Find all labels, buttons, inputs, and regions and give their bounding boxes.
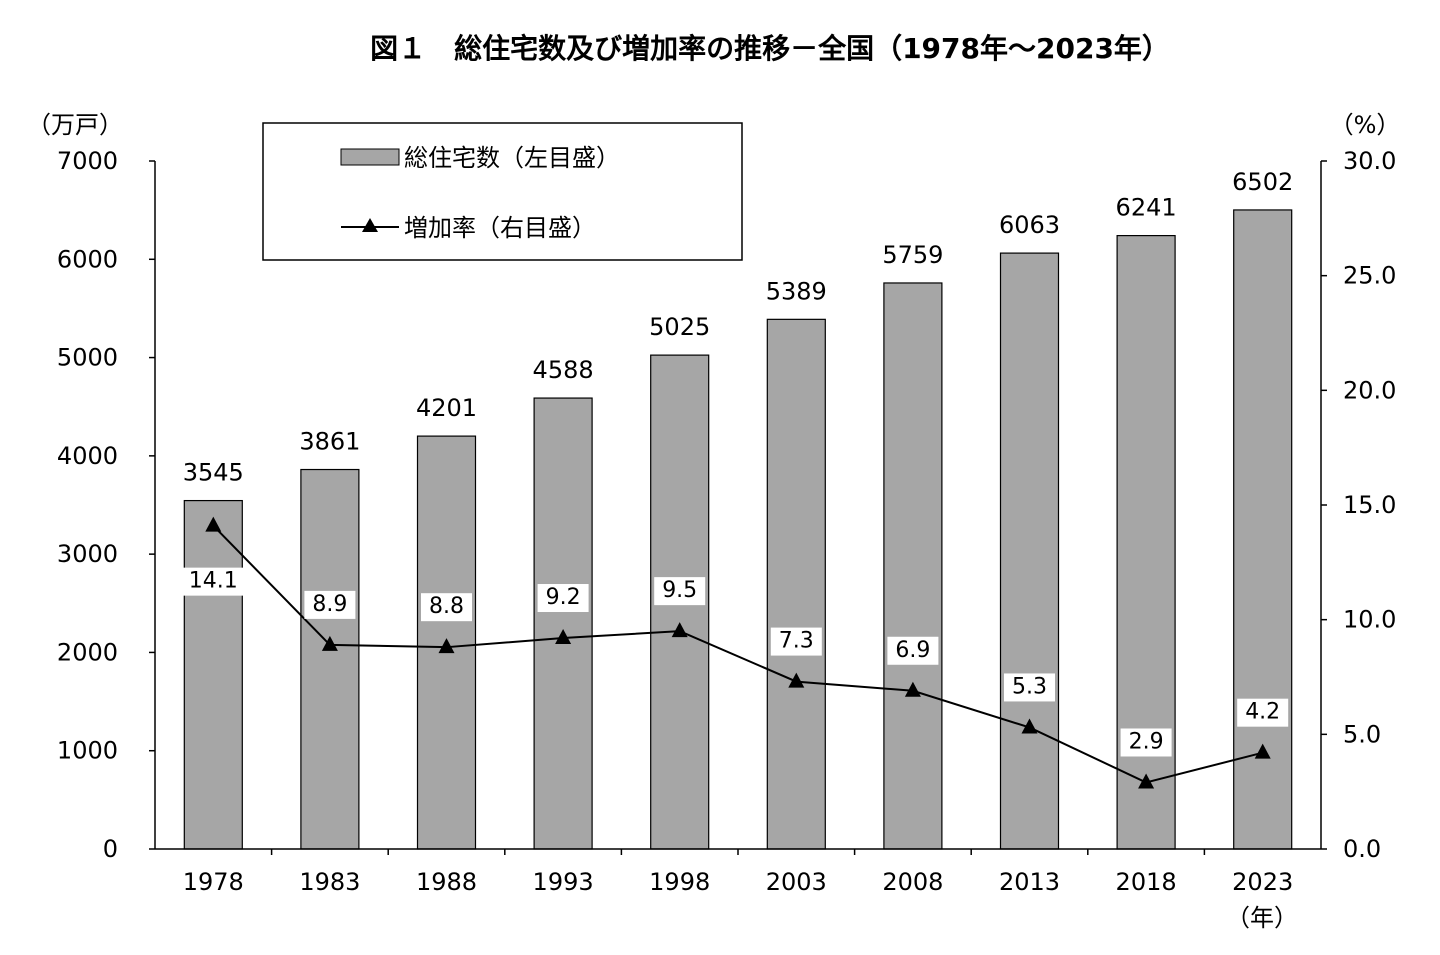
legend-line-marker (362, 218, 378, 232)
right-tick-label-25.0: 25.0 (1343, 262, 1396, 290)
left-axis-unit: （万戸） (27, 111, 123, 139)
growth-rate-point-1998 (671, 622, 688, 638)
left-tick-label-4000: 4000 (57, 442, 118, 470)
bar-value-label-1993: 4588 (533, 356, 594, 384)
bar-2023 (1233, 209, 1293, 850)
growth-rate-label-1998: 9.5 (662, 578, 697, 603)
growth-rate-point-2023 (1254, 743, 1271, 759)
right-tick-label-0.0: 0.0 (1343, 835, 1381, 863)
left-tick-label-2000: 2000 (57, 638, 118, 666)
growth-rate-label-bg-2013 (1004, 673, 1055, 702)
x-tick-label-2018: 2018 (1116, 868, 1177, 896)
growth-rate-label-bg-2023 (1237, 698, 1289, 727)
left-tick-label-3000: 3000 (57, 540, 118, 568)
bar-1983 (300, 468, 360, 850)
right-axis-unit: （%） (1330, 111, 1401, 139)
growth-rate-label-2013: 5.3 (1012, 674, 1047, 699)
left-tick-label-5000: 5000 (57, 344, 118, 372)
growth-rate-line (212, 524, 1263, 784)
left-tick-label-0: 0 (103, 835, 118, 863)
bar-value-label-2013: 6063 (999, 211, 1060, 239)
right-tick-label-10.0: 10.0 (1343, 606, 1396, 634)
left-tick-label-7000: 7000 (57, 147, 118, 175)
legend-line-label: 増加率（右目盛） (404, 214, 596, 242)
bar-value-label-1998: 5025 (649, 313, 710, 341)
growth-rate-point-2018 (1138, 773, 1155, 789)
legend-bar-swatch (340, 148, 400, 166)
growth-rate-label-bg-2008 (887, 636, 939, 665)
x-tick-label-2003: 2003 (766, 868, 827, 896)
growth-rate-label-1988: 8.8 (429, 594, 464, 619)
growth-rate-point-1988 (438, 638, 455, 654)
left-tick-label-6000: 6000 (57, 245, 118, 273)
growth-rate-label-bg-1998 (654, 577, 706, 606)
bar-value-label-2003: 5389 (766, 277, 827, 305)
x-tick-label-2023: 2023 (1232, 868, 1293, 896)
growth-rate-label-bg-1983 (304, 590, 356, 619)
right-tick-label-20.0: 20.0 (1343, 376, 1396, 404)
growth-rate-label-bg-1993 (537, 584, 589, 613)
bar-value-label-2008: 5759 (882, 241, 943, 269)
x-tick-label-1983: 1983 (299, 868, 360, 896)
legend-box (262, 122, 743, 261)
line-layer (205, 516, 1271, 789)
chart-title: 図１ 総住宅数及び増加率の推移－全国（1978年～2023年） (370, 32, 1170, 65)
bar-1993 (533, 397, 593, 850)
bar-value-label-2023: 6502 (1232, 168, 1293, 196)
bars-layer (183, 209, 1293, 850)
growth-rate-point-1983 (321, 635, 338, 651)
x-tick-label-1978: 1978 (183, 868, 244, 896)
bar-value-label-2018: 6241 (1116, 194, 1177, 222)
x-tick-label-1993: 1993 (533, 868, 594, 896)
x-tick-label-1998: 1998 (649, 868, 710, 896)
growth-rate-label-2023: 4.2 (1245, 700, 1280, 725)
x-axis-unit: （年） (1226, 904, 1298, 932)
growth-rate-point-2013 (1021, 718, 1038, 734)
right-tick-label-15.0: 15.0 (1343, 491, 1396, 519)
growth-rate-label-bg-1978 (181, 567, 246, 596)
right-tick-label-30.0: 30.0 (1343, 147, 1396, 175)
bar-2003 (766, 318, 826, 850)
bar-2008 (883, 282, 943, 850)
growth-rate-label-2003: 7.3 (779, 629, 814, 654)
growth-rate-label-1993: 9.2 (546, 585, 581, 610)
legend-bar-label: 総住宅数（左目盛） (404, 144, 620, 172)
growth-rate-label-bg-1988 (421, 593, 472, 622)
growth-rate-label-bg-2018 (1120, 728, 1172, 757)
right-tick-label-5.0: 5.0 (1343, 720, 1381, 748)
bar-2018 (1116, 234, 1176, 850)
x-tick-label-2013: 2013 (999, 868, 1060, 896)
growth-rate-point-2003 (788, 672, 805, 688)
growth-rate-label-1978: 14.1 (189, 569, 238, 594)
legend: 総住宅数（左目盛） 増加率（右目盛） (262, 122, 743, 261)
growth-rate-label-bg-2003 (770, 627, 822, 656)
growth-rate-label-1983: 8.9 (312, 592, 347, 617)
bar-value-label-1983: 3861 (299, 428, 360, 456)
growth-rate-point-1978 (205, 516, 222, 532)
bar-1978 (183, 499, 243, 850)
growth-rate-point-1993 (555, 629, 572, 645)
growth-rate-label-2008: 6.9 (895, 638, 930, 663)
growth-rate-label-2018: 2.9 (1129, 729, 1164, 754)
left-tick-label-1000: 1000 (57, 737, 118, 765)
axes-layer: 0 1000 2000 3000 4000 5000 6000 7000 0.0 5.0 10.0 1… (57, 147, 1397, 896)
bar-2013 (999, 252, 1060, 850)
labels-layer: 3545 3861 4201 4588 5025 5389 5759 6063 6241 6502… (181, 168, 1293, 757)
bar-value-label-1978: 3545 (183, 459, 244, 487)
x-tick-label-2008: 2008 (882, 868, 943, 896)
x-tick-label-1988: 1988 (416, 868, 477, 896)
growth-rate-point-2008 (904, 681, 921, 697)
bar-value-label-1988: 4201 (416, 394, 477, 422)
